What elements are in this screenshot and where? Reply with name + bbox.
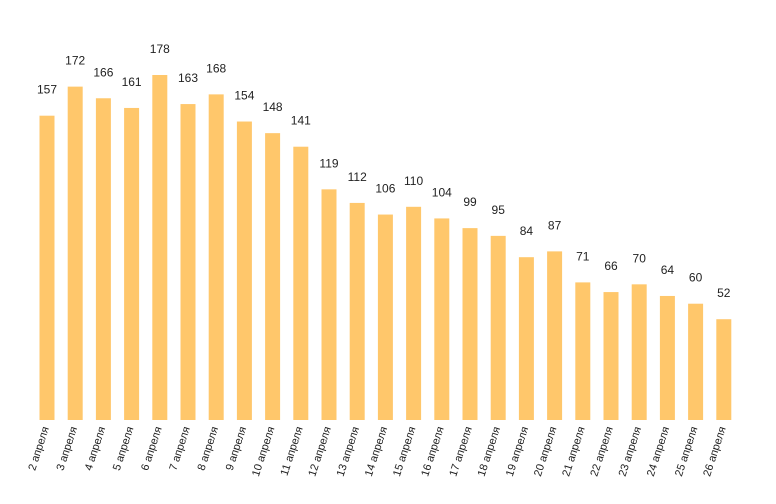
bar-value-label: 172 — [65, 54, 85, 68]
bar — [547, 251, 563, 420]
bar — [321, 189, 337, 420]
bar — [518, 257, 534, 420]
x-tick-label: 5 апреля — [111, 425, 136, 472]
x-tick-label: 17 апреля — [447, 425, 474, 478]
bar — [67, 86, 83, 420]
x-tick-label: 13 апреля — [335, 425, 362, 478]
bar — [95, 98, 111, 420]
x-tick-label: 16 апреля — [419, 425, 446, 478]
bar-value-label: 119 — [319, 156, 338, 170]
x-tick-label: 8 апреля — [196, 425, 221, 472]
x-tick-label: 15 апреля — [391, 425, 418, 478]
bar — [208, 94, 224, 420]
bar — [180, 104, 196, 420]
bar-value-label: 178 — [150, 42, 170, 56]
bar — [349, 202, 365, 420]
x-tick-label: 9 апреля — [224, 425, 249, 472]
bar-value-label: 87 — [548, 218, 562, 232]
bar-value-label: 60 — [689, 271, 703, 285]
x-tick-label: 18 апреля — [476, 425, 503, 478]
bar — [462, 228, 478, 420]
bar — [434, 218, 450, 420]
bar-value-label: 148 — [263, 100, 283, 114]
value-labels-group: 157 172 166 161 178 163 168 154 148 141 119 112 106 1… — [37, 42, 731, 300]
bar-value-label: 141 — [291, 114, 311, 128]
bar-value-label: 66 — [604, 259, 618, 273]
bar-value-label: 154 — [234, 89, 254, 103]
bar — [377, 214, 393, 420]
bar — [124, 107, 140, 420]
bar-value-label: 157 — [37, 83, 57, 97]
bar-value-label: 104 — [432, 185, 452, 199]
bar-value-label: 112 — [348, 170, 367, 184]
x-tick-label: 3 апреля — [55, 425, 80, 472]
bar — [236, 121, 252, 421]
x-tick-label: 10 апреля — [250, 425, 277, 478]
x-tick-label: 20 апреля — [532, 425, 559, 478]
x-tick-labels-group: 2 апреля 3 апреля 4 апреля 5 апреля 6 апреля… — [26, 425, 728, 478]
x-tick-label: 24 апреля — [645, 425, 672, 478]
x-tick-label: 4 апреля — [83, 425, 108, 472]
x-tick-label: 25 апреля — [673, 425, 700, 478]
x-tick-label: 21 апреля — [560, 425, 587, 478]
x-tick-label: 26 апреля — [701, 425, 728, 478]
bars-group — [39, 75, 732, 421]
x-tick-label: 12 апреля — [306, 425, 333, 478]
bar — [659, 295, 675, 420]
bar-value-label: 64 — [661, 263, 675, 277]
bar — [490, 235, 506, 420]
x-tick-label: 7 апреля — [167, 425, 192, 472]
x-tick-label: 14 апреля — [363, 425, 390, 478]
x-tick-label: 11 апреля — [279, 425, 306, 477]
x-tick-label: 19 апреля — [504, 425, 531, 478]
bar-value-label: 106 — [375, 182, 395, 196]
bar — [293, 146, 309, 420]
x-tick-label: 22 апреля — [588, 425, 615, 478]
x-tick-label: 6 апреля — [139, 425, 164, 472]
bar-value-label: 71 — [576, 249, 590, 263]
bar — [265, 133, 281, 420]
bar — [688, 303, 704, 420]
bar — [39, 115, 55, 420]
bar-value-label: 84 — [520, 224, 534, 238]
bar-value-label: 52 — [717, 286, 731, 300]
bar — [631, 284, 647, 420]
x-tick-label: 2 апреля — [26, 425, 51, 472]
bar-value-label: 168 — [206, 61, 226, 75]
bar-value-label: 161 — [122, 75, 142, 89]
bar — [152, 75, 168, 420]
bar — [406, 206, 422, 420]
bar-value-label: 110 — [404, 174, 423, 188]
bar-value-label: 70 — [633, 251, 647, 265]
bar — [575, 282, 591, 420]
x-tick-label: 23 апреля — [617, 425, 644, 478]
bar-value-label: 95 — [492, 203, 506, 217]
bar — [603, 292, 619, 420]
bar-value-label: 163 — [178, 71, 198, 85]
bar-value-label: 99 — [463, 195, 477, 209]
bar-value-label: 166 — [93, 65, 113, 79]
bar — [716, 319, 732, 420]
